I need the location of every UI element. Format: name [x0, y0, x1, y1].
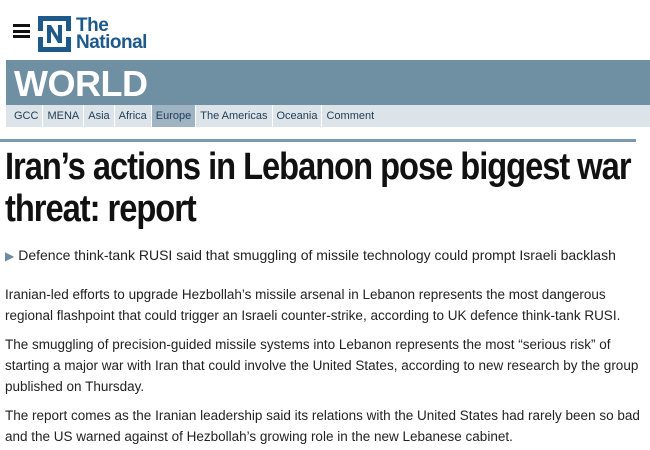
- subnav-item-oceania[interactable]: Oceania: [273, 105, 323, 127]
- hamburger-menu-icon[interactable]: [13, 24, 30, 38]
- standfirst-text: Defence think-tank RUSI said that smuggl…: [18, 247, 616, 263]
- article-body: Iranian-led efforts to upgrade Hezbollah…: [5, 284, 641, 450]
- subnav-item-asia[interactable]: Asia: [84, 105, 115, 127]
- logo-line-2: National: [76, 32, 147, 53]
- article-paragraph: Iranian-led efforts to upgrade Hezbollah…: [5, 287, 621, 323]
- logo-wordmark: The National: [76, 15, 147, 53]
- subnav-item-mena[interactable]: MENA: [43, 105, 85, 127]
- subnav-item-the-americas[interactable]: The Americas: [196, 105, 273, 127]
- top-header: The National: [0, 0, 650, 60]
- section-banner: WORLD: [6, 60, 650, 105]
- article-standfirst: ▶ Defence think-tank RUSI said that smugg…: [5, 247, 645, 263]
- section-subnav: GCC MENA Asia Africa Europe The Americas…: [6, 105, 650, 127]
- logo-line-1: The: [76, 15, 109, 36]
- subnav-item-europe[interactable]: Europe: [151, 105, 197, 127]
- subnav-item-africa[interactable]: Africa: [115, 105, 152, 127]
- subnav-item-gcc[interactable]: GCC: [10, 105, 44, 127]
- subnav-item-comment[interactable]: Comment: [326, 110, 375, 122]
- divider: [0, 139, 636, 142]
- article-paragraph: The report comes as the Iranian leadersh…: [5, 408, 640, 444]
- article-headline: Iran’s actions in Lebanon pose biggest w…: [5, 146, 632, 230]
- section-title[interactable]: WORLD: [14, 63, 148, 104]
- site-logo[interactable]: The National: [38, 14, 147, 54]
- article-paragraph: The smuggling of precision-guided missil…: [5, 337, 639, 394]
- the-national-logo-mark-icon: [38, 16, 71, 52]
- standfirst-arrow-icon: ▶: [5, 249, 15, 263]
